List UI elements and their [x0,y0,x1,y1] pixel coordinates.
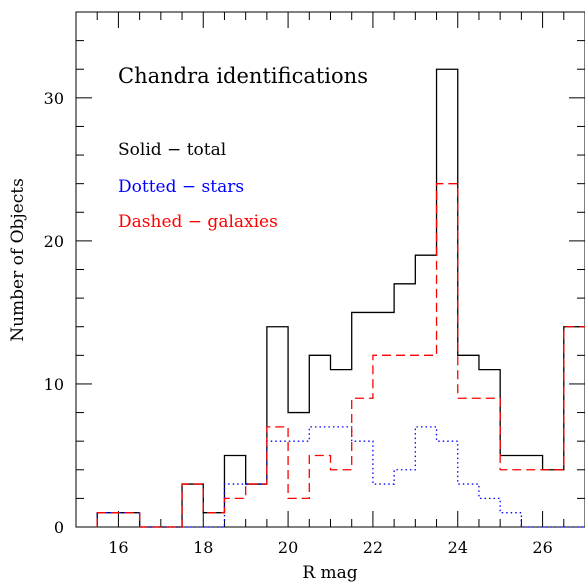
x-tick-label: 26 [532,538,552,557]
x-tick-label: 18 [193,538,213,557]
x-tick-label: 16 [108,538,128,557]
axes-frame [75,11,585,528]
series-dotted-line [96,426,585,528]
chart-title: Chandra identifications [118,64,368,88]
x-tick-label: 22 [363,538,383,557]
x-tick-label: 20 [278,538,298,557]
y-tick-label: 20 [44,232,64,251]
x-tick-label: 24 [448,538,468,557]
plot-frame [75,11,585,528]
y-tick-label: 30 [44,89,64,108]
y-tick-label: 10 [44,375,64,394]
series-dashed-line [96,183,585,528]
legend-entry-galaxies: Dashed − galaxies [118,212,278,232]
series-solid-line [96,68,585,528]
legend-entry-stars: Dotted − stars [118,177,244,197]
axis-ticks [75,11,585,528]
y-axis-title: Number of Objects [8,178,28,342]
y-tick-label: 0 [54,518,64,537]
x-axis-title: R mag [302,563,357,582]
histogram-series [96,68,585,528]
tick-labels: 16 18 20 22 24 26 0 10 20 30 [44,89,553,557]
legend-entry-total: Solid − total [118,140,226,160]
